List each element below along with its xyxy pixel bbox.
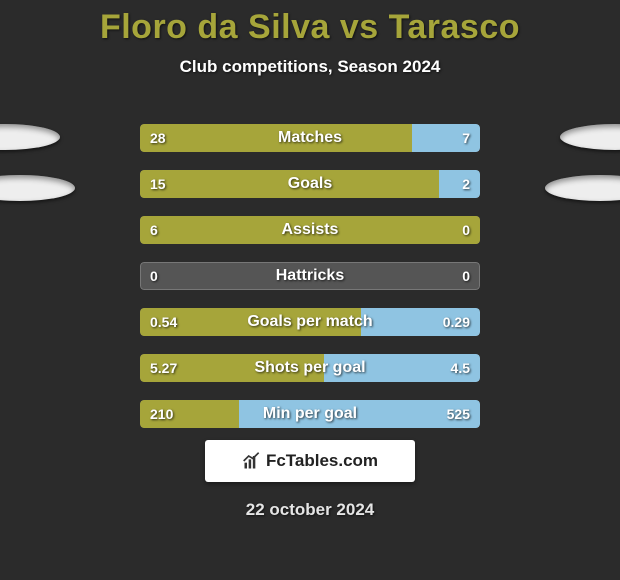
- logo-box: FcTables.com: [205, 440, 415, 482]
- stat-bar-row: 60Assists: [140, 216, 480, 244]
- bar-center-label: Matches: [140, 124, 480, 152]
- logo-label: FcTables.com: [266, 451, 378, 471]
- stat-bar-row: 5.274.5Shots per goal: [140, 354, 480, 382]
- bar-center-label: Min per goal: [140, 400, 480, 428]
- stat-bar-row: 0.540.29Goals per match: [140, 308, 480, 336]
- stat-bar-row: 210525Min per goal: [140, 400, 480, 428]
- bar-center-label: Shots per goal: [140, 354, 480, 382]
- chart-icon: [242, 451, 262, 471]
- stats-bars-container: 287Matches 152Goals 60Assists 00Hattricks 0.…: [140, 124, 480, 446]
- page-subtitle: Club competitions, Season 2024: [0, 57, 620, 77]
- date-text: 22 october 2024: [0, 500, 620, 520]
- bar-center-label: Assists: [140, 216, 480, 244]
- bar-center-label: Goals: [140, 170, 480, 198]
- decorative-ellipse: [545, 175, 620, 201]
- bar-center-label: Hattricks: [140, 262, 480, 290]
- stat-bar-row: 152Goals: [140, 170, 480, 198]
- stat-bar-row: 00Hattricks: [140, 262, 480, 290]
- decorative-ellipse: [560, 124, 620, 150]
- stat-bar-row: 287Matches: [140, 124, 480, 152]
- decorative-ellipse: [0, 124, 60, 150]
- logo-text: FcTables.com: [242, 451, 378, 471]
- bar-center-label: Goals per match: [140, 308, 480, 336]
- page-title: Floro da Silva vs Tarasco: [0, 0, 620, 47]
- decorative-ellipse: [0, 175, 75, 201]
